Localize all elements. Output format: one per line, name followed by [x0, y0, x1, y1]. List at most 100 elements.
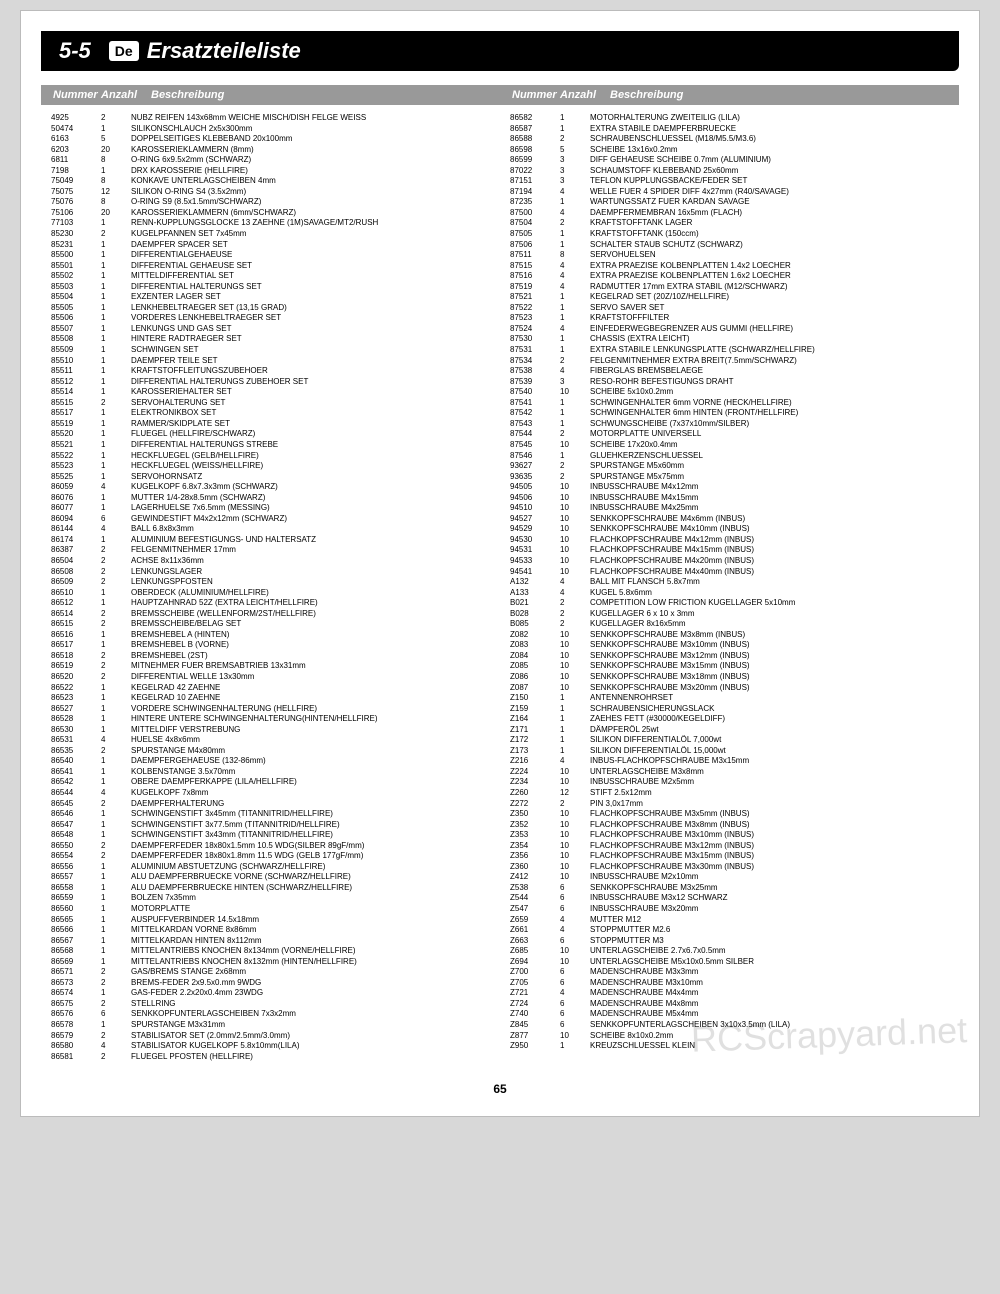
part-row: 875342FELGENMITNEHMER EXTRA BREIT(7.5mm/…	[510, 356, 949, 367]
part-desc: ACHSE 8x11x36mm	[131, 556, 490, 567]
part-row: 865741GAS-FEDER 2.2x20x0.4mm 23WDG	[51, 988, 490, 999]
part-row: 9452910SENKKOPFSCHRAUBE M4x10mm (INBUS)	[510, 524, 949, 535]
part-row: 875231KRAFTSTOFFFILTER	[510, 313, 949, 324]
part-row: 855091SCHWINGEN SET	[51, 345, 490, 356]
part-number: Z659	[510, 915, 560, 926]
part-desc: LAGERHUELSE 7x6.5mm (MESSING)	[131, 503, 490, 514]
part-desc: SENKKOPFSCHRAUBE M4x6mm (INBUS)	[590, 514, 949, 525]
part-qty: 4	[560, 271, 590, 282]
part-desc: ALUMINIUM ABSTUETZUNG (SCHWARZ/HELLFIRE)	[131, 862, 490, 873]
part-row: 865481SCHWINGENSTIFT 3x43mm (TITANNITRID…	[51, 830, 490, 841]
part-qty: 2	[560, 472, 590, 483]
part-row: Z1591SCHRAUBENSICHERUNGSLACK	[510, 704, 949, 715]
part-row: 68118O-RING 6x9.5x2mm (SCHWARZ)	[51, 155, 490, 166]
part-row: 875311EXTRA STABILE LENKUNGSPLATTE (SCHW…	[510, 345, 949, 356]
part-number: 86508	[51, 567, 101, 578]
part-row: Z2722PIN 3,0x17mm	[510, 799, 949, 810]
part-number: 87151	[510, 176, 560, 187]
part-desc: FLACHKOPFSCHRAUBE M4x20mm (INBUS)	[590, 556, 949, 567]
part-qty: 1	[101, 303, 131, 314]
part-number: 94533	[510, 556, 560, 567]
part-qty: 2	[101, 619, 131, 630]
part-row: 865601MOTORPLATTE	[51, 904, 490, 915]
part-row: 865461SCHWINGENSTIFT 3x45mm (TITANNITRID…	[51, 809, 490, 820]
part-qty: 2	[101, 841, 131, 852]
part-desc: LENKUNGSLAGER	[131, 567, 490, 578]
part-desc: DAEMPFERHALTERUNG	[131, 799, 490, 810]
part-desc: INBUSSCHRAUBE M3x12 SCHWARZ	[590, 893, 949, 904]
part-desc: UNTERLAGSCHEIBE M5x10x0.5mm SILBER	[590, 957, 949, 968]
part-desc: EXTRA STABILE DAEMPFERBRUECKE	[590, 124, 949, 135]
part-desc: LENKUNGSPFOSTEN	[131, 577, 490, 588]
part-qty: 6	[560, 1020, 590, 1031]
part-qty: 4	[101, 735, 131, 746]
part-row: 9453110FLACHKOPFSCHRAUBE M4x15mm (INBUS)	[510, 545, 949, 556]
part-number: 86582	[510, 113, 560, 124]
part-number: 86144	[51, 524, 101, 535]
part-row: 865561ALUMINIUM ABSTUETZUNG (SCHWARZ/HEL…	[51, 862, 490, 873]
part-qty: 1	[101, 925, 131, 936]
part-desc: COMPETITION LOW FRICTION KUGELLAGER 5x10…	[590, 598, 949, 609]
part-desc: ELEKTRONIKBOX SET	[131, 408, 490, 419]
part-qty: 1	[560, 313, 590, 324]
part-row: Z7214MADENSCHRAUBE M4x4mm	[510, 988, 949, 999]
part-row: 750768O-RING S9 (8.5x1.5mm/SCHWARZ)	[51, 197, 490, 208]
part-qty: 1	[101, 988, 131, 999]
part-desc: MADENSCHRAUBE M3x10mm	[590, 978, 949, 989]
part-qty: 4	[101, 1041, 131, 1052]
part-qty: 1	[101, 915, 131, 926]
part-desc: FLACHKOPFSCHRAUBE M4x15mm (INBUS)	[590, 545, 949, 556]
part-number: 85508	[51, 334, 101, 345]
part-row: 865444KUGELKOPF 7x8mm	[51, 788, 490, 799]
part-qty: 2	[101, 1052, 131, 1063]
part-qty: 12	[560, 788, 590, 799]
part-row: 9453310FLACHKOPFSCHRAUBE M4x20mm (INBUS)	[510, 556, 949, 567]
part-row: A1334KUGEL 5.8x6mm	[510, 588, 949, 599]
part-qty: 1	[101, 936, 131, 947]
part-row: Z1731SILIKON DIFFERENTIALÖL 15,000wt	[510, 746, 949, 757]
part-row: 49252NUBZ REIFEN 143x68mm WEICHE MISCH/D…	[51, 113, 490, 124]
part-qty: 2	[101, 1031, 131, 1042]
part-qty: 2	[101, 545, 131, 556]
part-qty: 1	[101, 356, 131, 367]
part-number: Z412	[510, 872, 560, 883]
part-row: Z69410UNTERLAGSCHEIBE M5x10x0.5mm SILBER	[510, 957, 949, 968]
part-desc: SENKKOPFUNTERLAGSCHEIBEN 3x10x3.5mm (LIL…	[590, 1020, 949, 1031]
part-row: 875164EXTRA PRAEZISE KOLBENPLATTEN 1.6x2…	[510, 271, 949, 282]
part-desc: RESO-ROHR BEFESTIGUNGS DRAHT	[590, 377, 949, 388]
part-row: Z7406MADENSCHRAUBE M5x4mm	[510, 1009, 949, 1020]
part-qty: 1	[101, 292, 131, 303]
part-desc: O-RING 6x9.5x2mm (SCHWARZ)	[131, 155, 490, 166]
part-number: 75075	[51, 187, 101, 198]
part-number: 86588	[510, 134, 560, 145]
part-desc: EXTRA PRAEZISE KOLBENPLATTEN 1.6x2 LOECH…	[590, 271, 949, 282]
part-desc: ALU DAEMPFERBRUECKE HINTEN (SCHWARZ/HELL…	[131, 883, 490, 894]
part-qty: 2	[101, 609, 131, 620]
part-desc: FLACHKOPFSCHRAUBE M4x40mm (INBUS)	[590, 567, 949, 578]
part-row: 865581ALU DAEMPFERBRUECKE HINTEN (SCHWAR…	[51, 883, 490, 894]
part-row: Z5386SENKKOPFSCHRAUBE M3x25mm	[510, 883, 949, 894]
part-qty: 2	[101, 577, 131, 588]
part-number: Z164	[510, 714, 560, 725]
part-number: 87194	[510, 187, 560, 198]
part-desc: ANTENNENROHRSET	[590, 693, 949, 704]
part-qty: 1	[560, 303, 590, 314]
part-qty: 2	[101, 567, 131, 578]
part-number: 93635	[510, 472, 560, 483]
part-desc: KRAFTSTOFFTANK LAGER	[590, 218, 949, 229]
part-row: 875221SERVO SAVER SET	[510, 303, 949, 314]
part-row: 865092LENKUNGSPFOSTEN	[51, 577, 490, 588]
part-qty: 1	[560, 197, 590, 208]
part-desc: STELLRING	[131, 999, 490, 1010]
part-qty: 1	[101, 1020, 131, 1031]
part-desc: DAEMPFER TEILE SET	[131, 356, 490, 367]
part-row: 875244EINFEDERWEGBEGRENZER AUS GUMMI (HE…	[510, 324, 949, 335]
part-desc: SCHWINGENSTIFT 3x43mm (TITANNITRID/HELLF…	[131, 830, 490, 841]
part-qty: 10	[560, 767, 590, 778]
part-number: 86580	[51, 1041, 101, 1052]
part-row: 865042ACHSE 8x11x36mm	[51, 556, 490, 567]
part-number: 86573	[51, 978, 101, 989]
part-desc: KUGEL 5.8x6mm	[590, 588, 949, 599]
part-desc: INBUSSCHRAUBE M4x12mm	[590, 482, 949, 493]
part-desc: KEGELRAD 42 ZAEHNE	[131, 683, 490, 694]
